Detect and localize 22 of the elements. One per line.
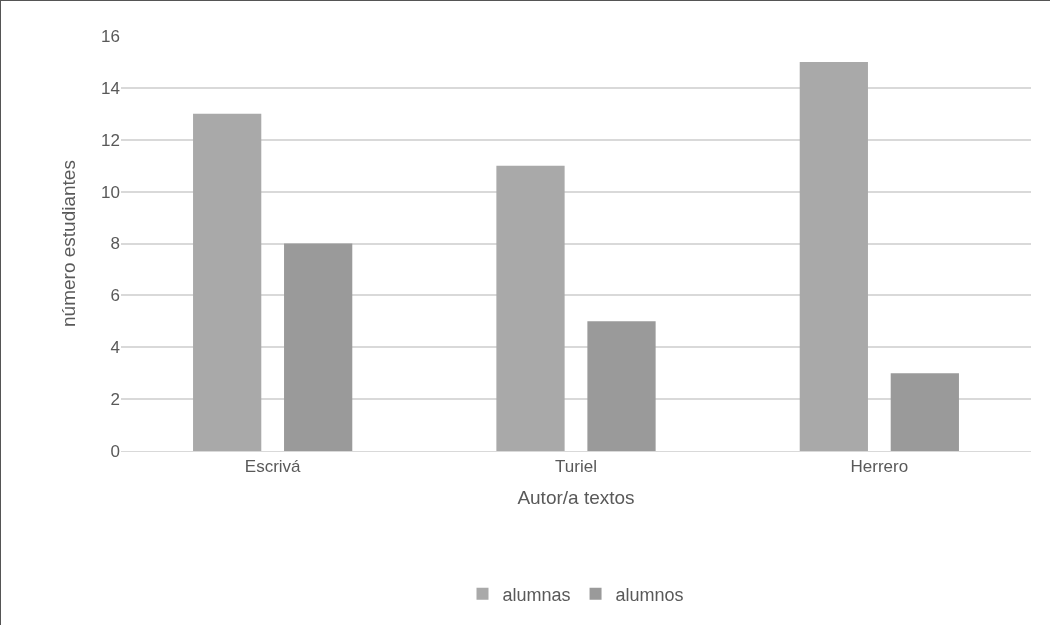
y-tick-label: 6	[110, 286, 120, 306]
x-axis-title: Autor/a textos	[517, 487, 635, 509]
y-tick-label: 2	[110, 390, 120, 410]
y-axis-title: número estudiantes	[57, 160, 79, 327]
y-tick-label: 0	[110, 441, 120, 461]
y-tick-label: 8	[110, 234, 120, 254]
legend-label: alumnos	[615, 584, 684, 605]
x-tick-label: Escrivá	[244, 457, 302, 477]
y-tick-label: 12	[101, 130, 120, 150]
bar	[284, 243, 353, 451]
bar	[193, 113, 262, 451]
y-tick-label: 4	[110, 338, 120, 358]
bar	[496, 165, 565, 451]
y-tick-label: 10	[101, 182, 120, 202]
bar	[890, 373, 959, 451]
bar	[799, 61, 868, 451]
bar	[587, 321, 656, 451]
y-tick-label: 14	[101, 78, 120, 98]
x-tick-label: Herrero	[850, 457, 909, 477]
y-tick-label: 16	[101, 26, 120, 46]
x-tick-label: Turiel	[555, 457, 597, 477]
legend-label: alumnas	[502, 584, 571, 605]
